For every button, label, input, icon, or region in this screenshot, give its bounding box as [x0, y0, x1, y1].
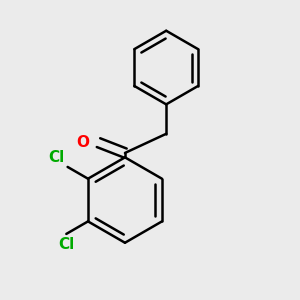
- Text: O: O: [76, 134, 90, 149]
- Text: Cl: Cl: [58, 237, 74, 252]
- Text: Cl: Cl: [48, 151, 65, 166]
